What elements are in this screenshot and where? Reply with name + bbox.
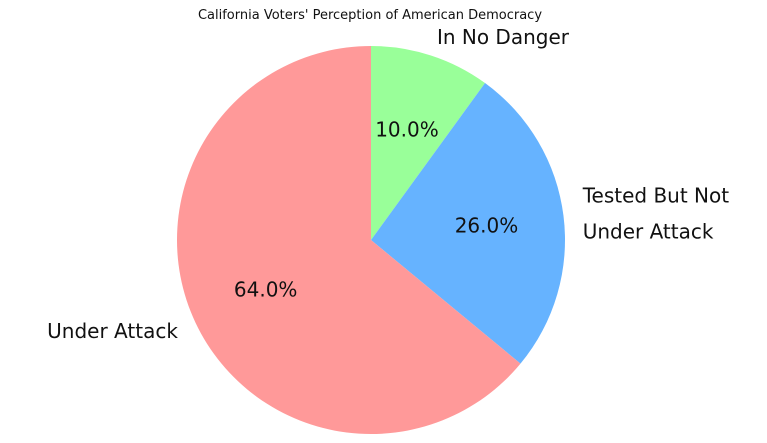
- chart-title: California Voters' Perception of America…: [197, 8, 543, 23]
- percent-label-under-attack: 64.0%: [234, 278, 298, 302]
- pie-slice-under-attack: [176, 46, 521, 435]
- slices-layer: [176, 46, 565, 435]
- percent-label-in-no-danger: 10.0%: [375, 117, 439, 141]
- category-label-under-attack: Under Attack: [47, 319, 178, 343]
- category-label-tested-but-not-under-attack-line-2: Under Attack: [583, 219, 714, 243]
- category-label-tested-but-not-under-attack-line-1: Tested But Not: [582, 183, 730, 207]
- labels-layer: In No Danger 10.0% Tested But Not Under Att…: [47, 25, 729, 343]
- category-label-in-no-danger: In No Danger: [437, 25, 570, 49]
- pie-slice-tested-but-not-under-attack: [371, 83, 565, 364]
- pie-slice-in-no-danger: [371, 46, 486, 240]
- percent-label-tested-but-not-under-attack: 26.0%: [455, 213, 519, 237]
